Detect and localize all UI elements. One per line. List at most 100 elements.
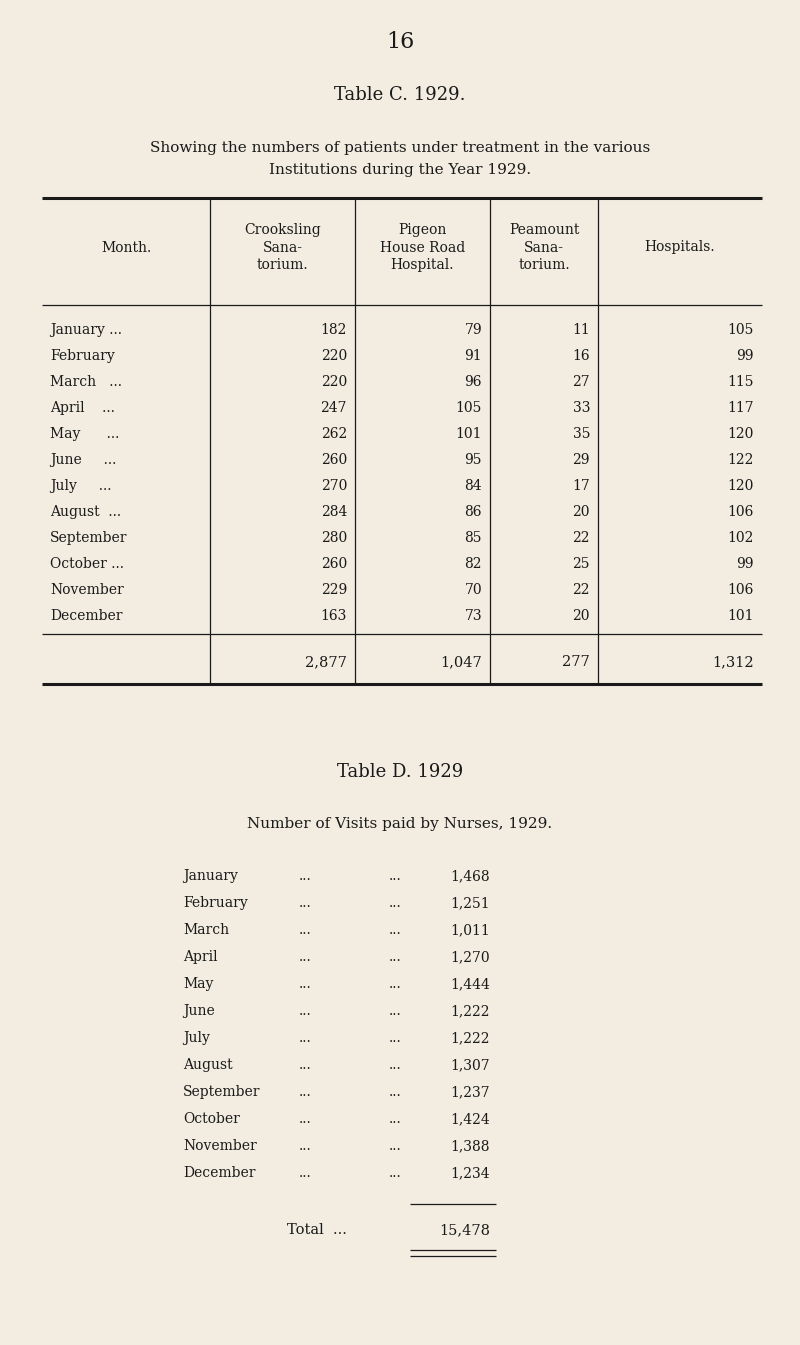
Text: April: April — [183, 950, 218, 964]
Text: June     ...: June ... — [50, 453, 116, 467]
Text: 95: 95 — [465, 453, 482, 467]
Text: Number of Visits paid by Nurses, 1929.: Number of Visits paid by Nurses, 1929. — [247, 816, 553, 831]
Text: 262: 262 — [321, 426, 347, 441]
Text: 102: 102 — [728, 531, 754, 545]
Text: 1,388: 1,388 — [450, 1139, 490, 1153]
Text: October: October — [183, 1112, 240, 1126]
Text: ...: ... — [298, 1112, 311, 1126]
Text: November: November — [183, 1139, 257, 1153]
Text: Total  ...: Total ... — [287, 1223, 347, 1237]
Text: 280: 280 — [321, 531, 347, 545]
Text: Table D. 1929: Table D. 1929 — [337, 763, 463, 781]
Text: 1,234: 1,234 — [450, 1166, 490, 1180]
Text: 20: 20 — [573, 504, 590, 519]
Text: 284: 284 — [321, 504, 347, 519]
Text: 1,307: 1,307 — [450, 1059, 490, 1072]
Text: 229: 229 — [321, 582, 347, 597]
Text: 11: 11 — [572, 323, 590, 338]
Text: 1,047: 1,047 — [440, 655, 482, 668]
Text: 270: 270 — [321, 479, 347, 494]
Text: 277: 277 — [562, 655, 590, 668]
Text: 25: 25 — [573, 557, 590, 572]
Text: 84: 84 — [464, 479, 482, 494]
Text: Peamount
Sana-
torium.: Peamount Sana- torium. — [509, 223, 579, 272]
Text: ...: ... — [298, 923, 311, 937]
Text: Institutions during the Year 1929.: Institutions during the Year 1929. — [269, 163, 531, 178]
Text: ...: ... — [298, 1085, 311, 1099]
Text: ...: ... — [298, 976, 311, 991]
Text: June: June — [183, 1003, 214, 1018]
Text: 247: 247 — [321, 401, 347, 416]
Text: 29: 29 — [573, 453, 590, 467]
Text: 101: 101 — [727, 609, 754, 623]
Text: 115: 115 — [727, 375, 754, 389]
Text: ...: ... — [298, 950, 311, 964]
Text: February: February — [183, 896, 248, 911]
Text: 79: 79 — [464, 323, 482, 338]
Text: 260: 260 — [321, 453, 347, 467]
Text: 220: 220 — [321, 375, 347, 389]
Text: 16: 16 — [386, 31, 414, 52]
Text: 163: 163 — [321, 609, 347, 623]
Text: 86: 86 — [465, 504, 482, 519]
Text: 1,424: 1,424 — [450, 1112, 490, 1126]
Text: 1,222: 1,222 — [450, 1032, 490, 1045]
Text: September: September — [183, 1085, 261, 1099]
Text: 1,011: 1,011 — [450, 923, 490, 937]
Text: 99: 99 — [737, 348, 754, 363]
Text: ...: ... — [298, 1166, 311, 1180]
Text: 20: 20 — [573, 609, 590, 623]
Text: Pigeon
House Road
Hospital.: Pigeon House Road Hospital. — [380, 223, 465, 272]
Text: August  ...: August ... — [50, 504, 121, 519]
Text: 22: 22 — [573, 582, 590, 597]
Text: February: February — [50, 348, 114, 363]
Text: ...: ... — [298, 1059, 311, 1072]
Text: 33: 33 — [573, 401, 590, 416]
Text: 106: 106 — [728, 504, 754, 519]
Text: Hospitals.: Hospitals. — [645, 241, 715, 254]
Text: 105: 105 — [728, 323, 754, 338]
Text: Month.: Month. — [101, 241, 151, 254]
Text: Showing the numbers of patients under treatment in the various: Showing the numbers of patients under tr… — [150, 141, 650, 155]
Text: 27: 27 — [572, 375, 590, 389]
Text: May      ...: May ... — [50, 426, 119, 441]
Text: ...: ... — [298, 1003, 311, 1018]
Text: May: May — [183, 976, 214, 991]
Text: ...: ... — [389, 950, 402, 964]
Text: 120: 120 — [728, 479, 754, 494]
Text: ...: ... — [389, 976, 402, 991]
Text: 1,468: 1,468 — [450, 869, 490, 884]
Text: July: July — [183, 1032, 210, 1045]
Text: 35: 35 — [573, 426, 590, 441]
Text: ...: ... — [389, 1166, 402, 1180]
Text: 182: 182 — [321, 323, 347, 338]
Text: 70: 70 — [464, 582, 482, 597]
Text: 106: 106 — [728, 582, 754, 597]
Text: 1,237: 1,237 — [450, 1085, 490, 1099]
Text: ...: ... — [298, 1139, 311, 1153]
Text: January: January — [183, 869, 238, 884]
Text: Crooksling
Sana-
torium.: Crooksling Sana- torium. — [244, 223, 321, 272]
Text: 16: 16 — [572, 348, 590, 363]
Text: ...: ... — [298, 869, 311, 884]
Text: 122: 122 — [728, 453, 754, 467]
Text: ...: ... — [389, 1003, 402, 1018]
Text: ...: ... — [389, 869, 402, 884]
Text: 17: 17 — [572, 479, 590, 494]
Text: March: March — [183, 923, 229, 937]
Text: April    ...: April ... — [50, 401, 115, 416]
Text: 117: 117 — [727, 401, 754, 416]
Text: 120: 120 — [728, 426, 754, 441]
Text: July     ...: July ... — [50, 479, 111, 494]
Text: 73: 73 — [464, 609, 482, 623]
Text: 1,222: 1,222 — [450, 1003, 490, 1018]
Text: 91: 91 — [464, 348, 482, 363]
Text: 105: 105 — [456, 401, 482, 416]
Text: 1,312: 1,312 — [712, 655, 754, 668]
Text: 85: 85 — [465, 531, 482, 545]
Text: ...: ... — [389, 1112, 402, 1126]
Text: ...: ... — [389, 1032, 402, 1045]
Text: 15,478: 15,478 — [439, 1223, 490, 1237]
Text: 1,270: 1,270 — [450, 950, 490, 964]
Text: ...: ... — [298, 896, 311, 911]
